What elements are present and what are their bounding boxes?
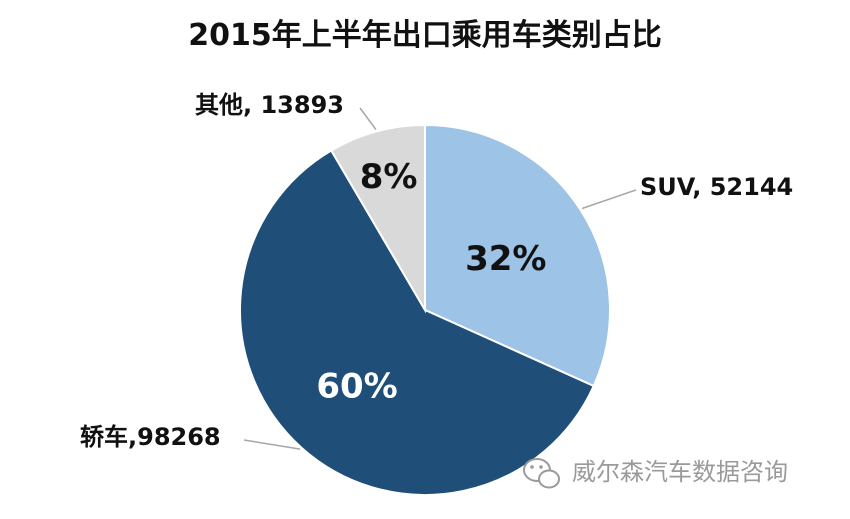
chart-title: 2015年上半年出口乘用车类别占比	[188, 18, 662, 53]
leader-line-0	[581, 189, 637, 210]
slice-outer-label-0: SUV, 52144	[640, 173, 793, 201]
pie-slice-0	[424, 123, 611, 388]
leader-line-1	[243, 439, 301, 450]
pie-slice-2	[329, 123, 426, 314]
slice-percent-label-0: 32%	[465, 239, 546, 279]
leader-line-2	[359, 107, 377, 131]
slice-percent-label-1: 60%	[316, 367, 397, 407]
leader-lines	[243, 107, 637, 450]
pie-slices	[239, 123, 611, 496]
pie-slice-1	[239, 149, 596, 496]
slice-labels: 32% SUV, 52144 60% 轿车,98268 8% 其他, 13893	[80, 91, 793, 451]
watermark: 威尔森汽车数据咨询	[523, 458, 788, 489]
slice-percent-label-2: 8%	[360, 157, 418, 197]
wechat-icon	[523, 458, 560, 489]
watermark-text: 威尔森汽车数据咨询	[572, 458, 788, 486]
slice-outer-label-2: 其他, 13893	[195, 91, 344, 119]
slice-outer-label-1: 轿车,98268	[80, 423, 221, 451]
